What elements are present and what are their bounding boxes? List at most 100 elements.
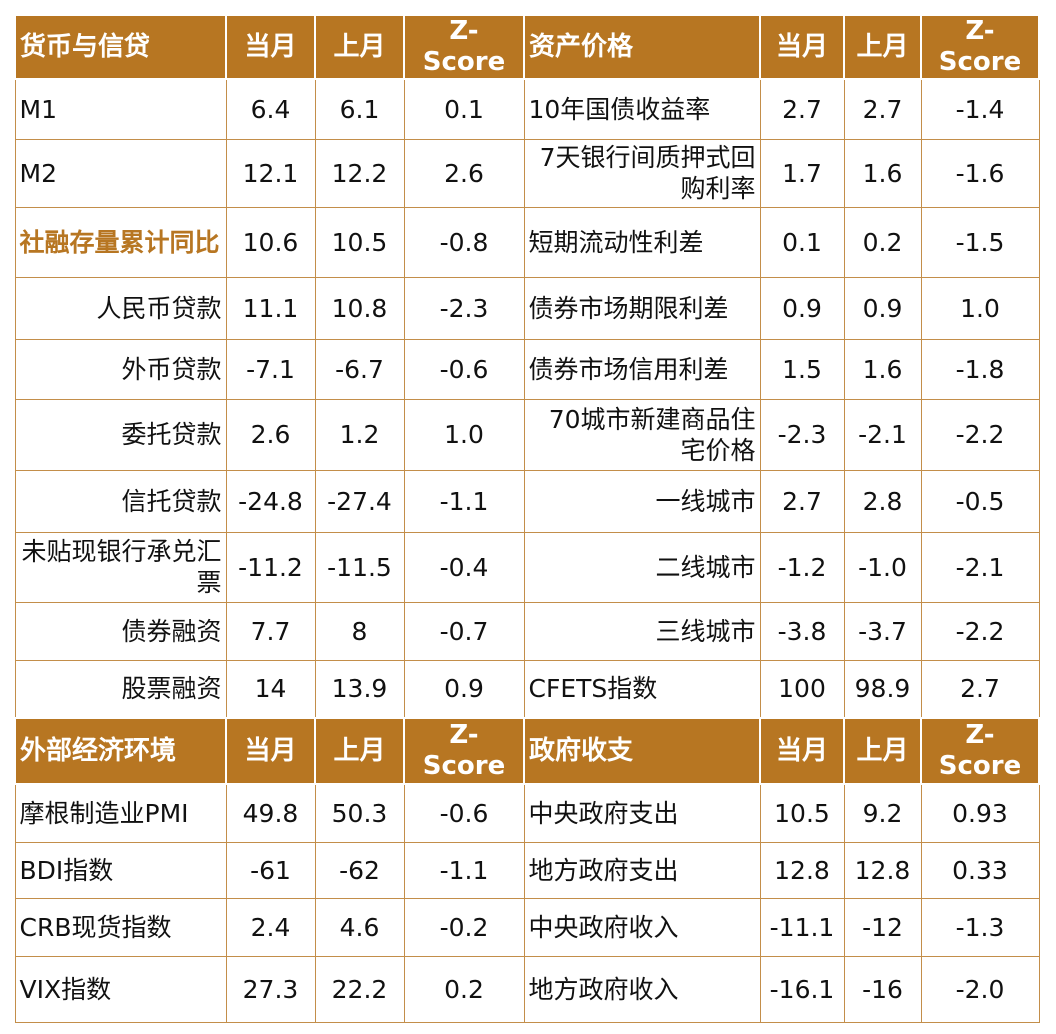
indicator-name: 地方政府收入 [523, 955, 761, 1023]
header-last-month: 上月 [314, 14, 405, 80]
value-last: 9.2 [843, 783, 922, 843]
value-z-score: 1.0 [920, 276, 1040, 340]
value-z-score: -1.1 [403, 469, 525, 533]
table-row: 摩根制造业PMI 49.8 50.3 -0.6 中央政府支出 10.5 9.2 … [14, 783, 1040, 843]
value-z-score: -0.4 [403, 531, 525, 603]
indicator-name: M2 [14, 138, 227, 208]
table-row: 人民币贷款 11.1 10.8 -2.3 债券市场期限利差 0.9 0.9 1.… [14, 276, 1040, 340]
value-current: 2.4 [225, 897, 316, 957]
value-z-score: 2.7 [920, 659, 1040, 719]
value-current: 0.9 [759, 276, 845, 340]
value-current: -24.8 [225, 469, 316, 533]
value-current: 10.6 [225, 206, 316, 278]
table-row: 未贴现银行承兑汇票 -11.2 -11.5 -0.4 二线城市 -1.2 -1.… [14, 531, 1040, 603]
value-z-score: -0.6 [403, 783, 525, 843]
header-z-score: Z-Score [920, 14, 1040, 80]
table-row: VIX指数 27.3 22.2 0.2 地方政府收入 -16.1 -16 -2.… [14, 955, 1040, 1023]
indicator-name: BDI指数 [14, 841, 227, 899]
indicator-name: 10年国债收益率 [523, 78, 761, 140]
indicator-name: M1 [14, 78, 227, 140]
value-z-score: -1.3 [920, 897, 1040, 957]
header-last-month: 上月 [843, 717, 922, 785]
value-current: -16.1 [759, 955, 845, 1023]
value-current: 2.6 [225, 398, 316, 471]
indicator-name: 股票融资 [14, 659, 227, 719]
table-row: 外币贷款 -7.1 -6.7 -0.6 债券市场信用利差 1.5 1.6 -1.… [14, 338, 1040, 400]
value-z-score: -1.8 [920, 338, 1040, 400]
value-last: 4.6 [314, 897, 405, 957]
header-asset-prices: 资产价格 [523, 14, 761, 80]
header-current-month: 当月 [759, 14, 845, 80]
value-current: 100 [759, 659, 845, 719]
value-current: 12.1 [225, 138, 316, 208]
value-last: -62 [314, 841, 405, 899]
header-last-month: 上月 [843, 14, 922, 80]
value-z-score: -0.2 [403, 897, 525, 957]
indicator-name-highlight: 社融存量累计同比 [14, 206, 227, 278]
value-last: -6.7 [314, 338, 405, 400]
value-z-score: 0.93 [920, 783, 1040, 843]
indicator-name: 委托贷款 [14, 398, 227, 471]
table-row: 债券融资 7.7 8 -0.7 三线城市 -3.8 -3.7 -2.2 [14, 601, 1040, 661]
indicator-name: 短期流动性利差 [523, 206, 761, 278]
value-current: -7.1 [225, 338, 316, 400]
value-z-score: 2.6 [403, 138, 525, 208]
value-current: 1.7 [759, 138, 845, 208]
value-z-score: -0.7 [403, 601, 525, 661]
value-last: 6.1 [314, 78, 405, 140]
value-current: -11.1 [759, 897, 845, 957]
indicator-name: 人民币贷款 [14, 276, 227, 340]
value-last: -12 [843, 897, 922, 957]
indicator-name: 中央政府支出 [523, 783, 761, 843]
table-row: 委托贷款 2.6 1.2 1.0 70城市新建商品住宅价格 -2.3 -2.1 … [14, 398, 1040, 471]
header-current-month: 当月 [759, 717, 845, 785]
value-z-score: -2.0 [920, 955, 1040, 1023]
value-last: -1.0 [843, 531, 922, 603]
value-last: -2.1 [843, 398, 922, 471]
value-last: 2.7 [843, 78, 922, 140]
value-last: 10.8 [314, 276, 405, 340]
value-last: 12.8 [843, 841, 922, 899]
indicator-name: 70城市新建商品住宅价格 [523, 398, 761, 471]
value-current: 11.1 [225, 276, 316, 340]
value-last: 1.2 [314, 398, 405, 471]
value-last: 0.2 [843, 206, 922, 278]
value-z-score: -1.1 [403, 841, 525, 899]
indicator-name: 二线城市 [523, 531, 761, 603]
indicator-name: 三线城市 [523, 601, 761, 661]
value-current: 7.7 [225, 601, 316, 661]
value-current: 12.8 [759, 841, 845, 899]
value-last: 98.9 [843, 659, 922, 719]
value-z-score: 0.33 [920, 841, 1040, 899]
value-last: 10.5 [314, 206, 405, 278]
value-current: 2.7 [759, 78, 845, 140]
value-z-score: 1.0 [403, 398, 525, 471]
header-external-economy: 外部经济环境 [14, 717, 227, 785]
header-row-top: 货币与信贷 当月 上月 Z-Score 资产价格 当月 上月 Z-Score [14, 14, 1040, 80]
value-current: 0.1 [759, 206, 845, 278]
value-last: -11.5 [314, 531, 405, 603]
value-z-score: -1.5 [920, 206, 1040, 278]
indicator-name: CFETS指数 [523, 659, 761, 719]
value-current: -1.2 [759, 531, 845, 603]
value-current: 1.5 [759, 338, 845, 400]
value-current: 2.7 [759, 469, 845, 533]
indicator-name: 债券市场期限利差 [523, 276, 761, 340]
header-money-credit: 货币与信贷 [14, 14, 227, 80]
value-last: 50.3 [314, 783, 405, 843]
value-current: -2.3 [759, 398, 845, 471]
indicator-name: CRB现货指数 [14, 897, 227, 957]
table-row: 股票融资 14 13.9 0.9 CFETS指数 100 98.9 2.7 [14, 659, 1040, 719]
macro-indicator-table: 货币与信贷 当月 上月 Z-Score 资产价格 当月 上月 Z-Score M… [14, 14, 1040, 1023]
table-row: 信托贷款 -24.8 -27.4 -1.1 一线城市 2.7 2.8 -0.5 [14, 469, 1040, 533]
header-z-score: Z-Score [403, 717, 525, 785]
value-last: 22.2 [314, 955, 405, 1023]
indicator-name: 外币贷款 [14, 338, 227, 400]
value-current: 10.5 [759, 783, 845, 843]
value-z-score: 0.9 [403, 659, 525, 719]
value-last: -27.4 [314, 469, 405, 533]
value-z-score: -2.2 [920, 601, 1040, 661]
header-government-budget: 政府收支 [523, 717, 761, 785]
header-row-bottom: 外部经济环境 当月 上月 Z-Score 政府收支 当月 上月 Z-Score [14, 717, 1040, 785]
value-last: 13.9 [314, 659, 405, 719]
